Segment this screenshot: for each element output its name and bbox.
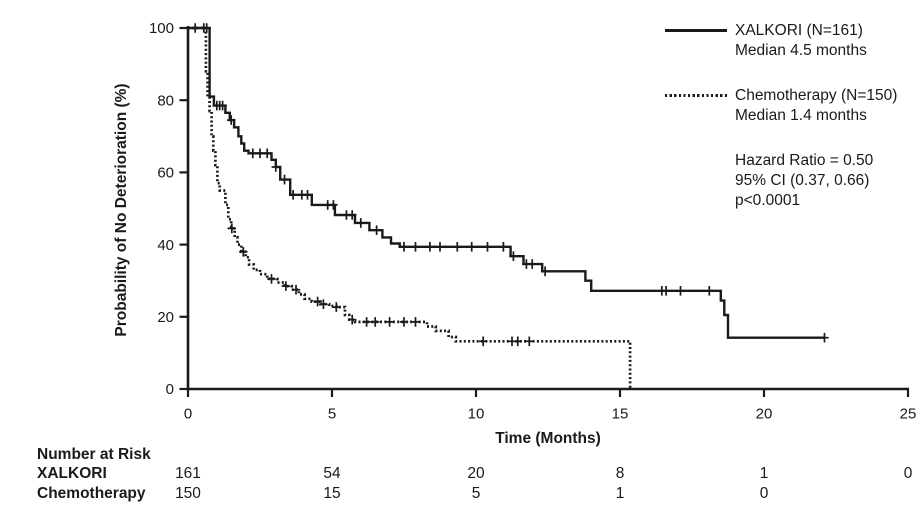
censor-mark — [399, 242, 409, 252]
censor-mark — [227, 115, 236, 125]
risk-value: 15 — [323, 485, 341, 502]
risk-row-label-xalkori: XALKORI — [37, 465, 107, 482]
risk-row-label-chemotherapy: Chemotherapy — [37, 485, 146, 502]
censor-mark — [371, 317, 380, 327]
censor-mark — [435, 242, 445, 252]
y-tick-label: 0 — [166, 381, 174, 398]
censor-mark — [820, 332, 829, 343]
y-tick-label: 20 — [157, 309, 174, 326]
risk-value: 8 — [615, 465, 625, 482]
dotted-line-icon — [665, 94, 727, 97]
risk-value: 0 — [903, 465, 913, 482]
censor-mark — [661, 286, 671, 296]
censor-mark — [372, 225, 381, 235]
x-tick-label: 25 — [900, 406, 917, 423]
censor-mark — [291, 284, 301, 295]
censor-mark — [676, 286, 685, 296]
confidence-interval-text: 95% CI (0.37, 0.66) — [735, 172, 870, 189]
risk-value: 161 — [175, 465, 201, 482]
legend-median-chemotherapy: Median 1.4 months — [735, 107, 867, 124]
censor-mark — [705, 286, 714, 296]
censor-mark — [288, 190, 298, 200]
censor-mark — [281, 281, 291, 291]
censor-mark — [303, 190, 312, 200]
hazard-ratio-text: Hazard Ratio = 0.50 — [735, 152, 874, 169]
x-tick-label: 5 — [328, 406, 336, 423]
censor-mark — [239, 247, 248, 257]
censor-mark — [356, 218, 365, 228]
legend: XALKORI (N=161) Median 4.5 months Chemot… — [664, 21, 920, 211]
censor-mark — [313, 296, 322, 307]
risk-value: 1 — [759, 465, 769, 482]
censor-mark — [218, 100, 227, 111]
statistics-block: Hazard Ratio = 0.50 95% CI (0.37, 0.66) … — [735, 151, 920, 211]
censor-mark — [399, 317, 409, 327]
y-tick-label: 60 — [157, 165, 174, 182]
censor-mark — [509, 251, 518, 261]
legend-entry-chemotherapy: Chemotherapy (N=150) Median 1.4 months — [664, 86, 920, 126]
p-value-text: p<0.0001 — [735, 192, 801, 209]
x-tick-label: 0 — [184, 406, 192, 423]
x-tick-label: 20 — [756, 406, 773, 423]
censor-mark — [280, 174, 289, 185]
censor-mark — [513, 336, 522, 347]
legend-entry-xalkori: XALKORI (N=161) Median 4.5 months — [664, 21, 920, 61]
censor-mark — [263, 148, 272, 159]
axes — [186, 26, 909, 391]
censor-mark — [540, 266, 550, 277]
censor-mark — [525, 336, 534, 347]
risk-value: 54 — [323, 465, 341, 482]
legend-label-chemotherapy: Chemotherapy (N=150) — [735, 87, 898, 104]
x-tick-label: 10 — [468, 406, 485, 423]
censor-mark — [411, 317, 420, 327]
censor-mark — [425, 242, 435, 252]
censor-mark — [467, 242, 476, 252]
censor-mark — [227, 223, 236, 234]
risk-table-header: Number at Risk — [37, 446, 151, 463]
y-tick-label: 80 — [157, 92, 174, 109]
censor-mark — [319, 299, 328, 309]
x-axis-title: Time (Months) — [495, 430, 601, 447]
x-tick-label: 15 — [612, 406, 629, 423]
censor-mark — [267, 274, 276, 284]
censor-mark — [348, 210, 357, 220]
risk-value: 150 — [175, 485, 201, 502]
legend-median-xalkori: Median 4.5 months — [735, 42, 867, 59]
censor-mark — [483, 242, 492, 252]
solid-line-icon — [665, 29, 727, 32]
censor-mark — [329, 200, 338, 210]
risk-value: 0 — [759, 485, 769, 502]
censor-mark — [479, 336, 488, 347]
censor-mark — [453, 242, 462, 252]
censor-mark — [271, 162, 280, 172]
y-tick-label: 40 — [157, 237, 174, 254]
risk-value: 1 — [615, 485, 625, 502]
legend-label-xalkori: XALKORI (N=161) — [735, 22, 863, 39]
censor-mark — [411, 242, 420, 252]
censor-mark — [362, 317, 371, 327]
censor-mark — [499, 242, 508, 252]
censor-mark — [528, 259, 537, 269]
censor-mark — [248, 148, 257, 159]
censor-mark — [348, 314, 357, 325]
risk-value: 5 — [471, 485, 481, 502]
risk-value: 20 — [467, 465, 485, 482]
censor-mark — [332, 302, 341, 312]
censor-mark — [255, 148, 265, 159]
censor-mark — [385, 317, 394, 327]
y-tick-label: 100 — [149, 20, 174, 37]
